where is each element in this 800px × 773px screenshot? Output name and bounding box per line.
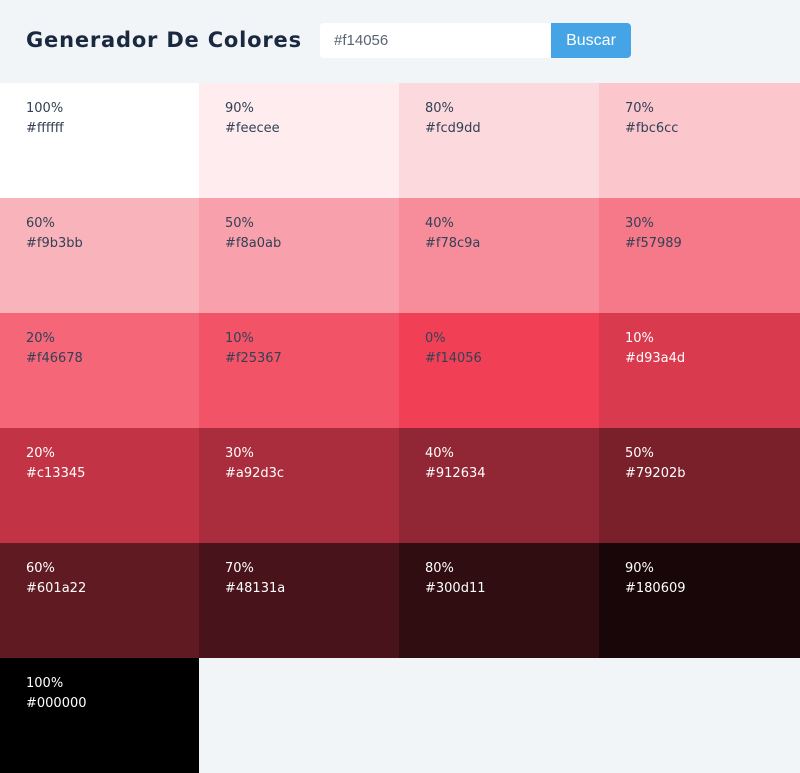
swatch-hex: #f9b3bb: [26, 236, 83, 251]
swatch-hex: #f57989: [625, 236, 682, 251]
swatch-percent: 100%: [26, 101, 64, 116]
swatch-hex: #912634: [425, 466, 486, 481]
swatch-hex: #000000: [26, 696, 87, 711]
color-swatch[interactable]: 20% #c13345: [0, 428, 199, 543]
color-swatch[interactable]: 80% #fcd9dd: [399, 83, 599, 198]
swatch-percent: 10%: [625, 331, 654, 346]
color-swatch[interactable]: 100% #000000: [0, 658, 199, 773]
swatch-hex: #48131a: [225, 581, 286, 596]
swatch-percent: 20%: [26, 331, 55, 346]
swatch-percent: 80%: [425, 101, 454, 116]
swatch-percent: 100%: [26, 676, 64, 691]
swatch-percent: 20%: [26, 446, 55, 461]
swatch-percent: 10%: [225, 331, 254, 346]
swatch-percent: 40%: [425, 446, 454, 461]
color-swatch[interactable]: 10% #f25367: [199, 313, 399, 428]
color-swatch[interactable]: 40% #912634: [399, 428, 599, 543]
swatch-hex: #f78c9a: [425, 236, 481, 251]
swatch-percent: 70%: [225, 561, 254, 576]
swatch-hex: #ffffff: [26, 121, 64, 136]
color-swatch[interactable]: 60% #601a22: [0, 543, 199, 658]
header: Generador De Colores Buscar: [0, 0, 800, 83]
color-swatch[interactable]: 90% #feecee: [199, 83, 399, 198]
swatch-hex: #f46678: [26, 351, 83, 366]
search-form: Buscar: [320, 23, 631, 58]
swatch-percent: 0%: [425, 331, 446, 346]
swatch-hex: #f8a0ab: [225, 236, 282, 251]
swatch-hex: #feecee: [225, 121, 280, 136]
swatch-hex: #f14056: [425, 351, 482, 366]
swatch-percent: 70%: [625, 101, 654, 116]
color-search-input[interactable]: [320, 23, 551, 58]
swatch-percent: 50%: [225, 216, 254, 231]
swatch-hex: #300d11: [425, 581, 486, 596]
color-swatch[interactable]: 40% #f78c9a: [399, 198, 599, 313]
color-swatch[interactable]: 90% #180609: [599, 543, 800, 658]
page-title: Generador De Colores: [26, 28, 302, 52]
color-swatch[interactable]: 20% #f46678: [0, 313, 199, 428]
color-swatch[interactable]: 30% #a92d3c: [199, 428, 399, 543]
color-swatch[interactable]: 60% #f9b3bb: [0, 198, 199, 313]
swatch-percent: 90%: [225, 101, 254, 116]
color-swatch[interactable]: 70% #fbc6cc: [599, 83, 800, 198]
swatch-hex: #f25367: [225, 351, 282, 366]
color-swatch[interactable]: 50% #f8a0ab: [199, 198, 399, 313]
color-swatch[interactable]: 0% #f14056: [399, 313, 599, 428]
color-swatch[interactable]: 10% #d93a4d: [599, 313, 800, 428]
swatch-percent: 40%: [425, 216, 454, 231]
swatch-percent: 30%: [625, 216, 654, 231]
swatch-percent: 30%: [225, 446, 254, 461]
swatch-hex: #601a22: [26, 581, 87, 596]
color-swatch[interactable]: 80% #300d11: [399, 543, 599, 658]
swatch-hex: #c13345: [26, 466, 86, 481]
swatch-percent: 60%: [26, 216, 55, 231]
swatch-hex: #d93a4d: [625, 351, 686, 366]
color-swatch[interactable]: 100% #ffffff: [0, 83, 199, 198]
swatch-hex: #fbc6cc: [625, 121, 679, 136]
color-swatch[interactable]: 70% #48131a: [199, 543, 399, 658]
swatch-hex: #79202b: [625, 466, 686, 481]
swatch-percent: 60%: [26, 561, 55, 576]
swatch-hex: #180609: [625, 581, 686, 596]
swatch-hex: #a92d3c: [225, 466, 285, 481]
color-swatch[interactable]: 50% #79202b: [599, 428, 800, 543]
swatch-percent: 90%: [625, 561, 654, 576]
color-swatch[interactable]: 30% #f57989: [599, 198, 800, 313]
search-button[interactable]: Buscar: [551, 23, 631, 58]
swatch-hex: #fcd9dd: [425, 121, 481, 136]
swatch-percent: 80%: [425, 561, 454, 576]
color-palette-grid: 100% #ffffff 90% #feecee 80% #fcd9dd 70% #fbc6c…: [0, 83, 800, 773]
swatch-percent: 50%: [625, 446, 654, 461]
